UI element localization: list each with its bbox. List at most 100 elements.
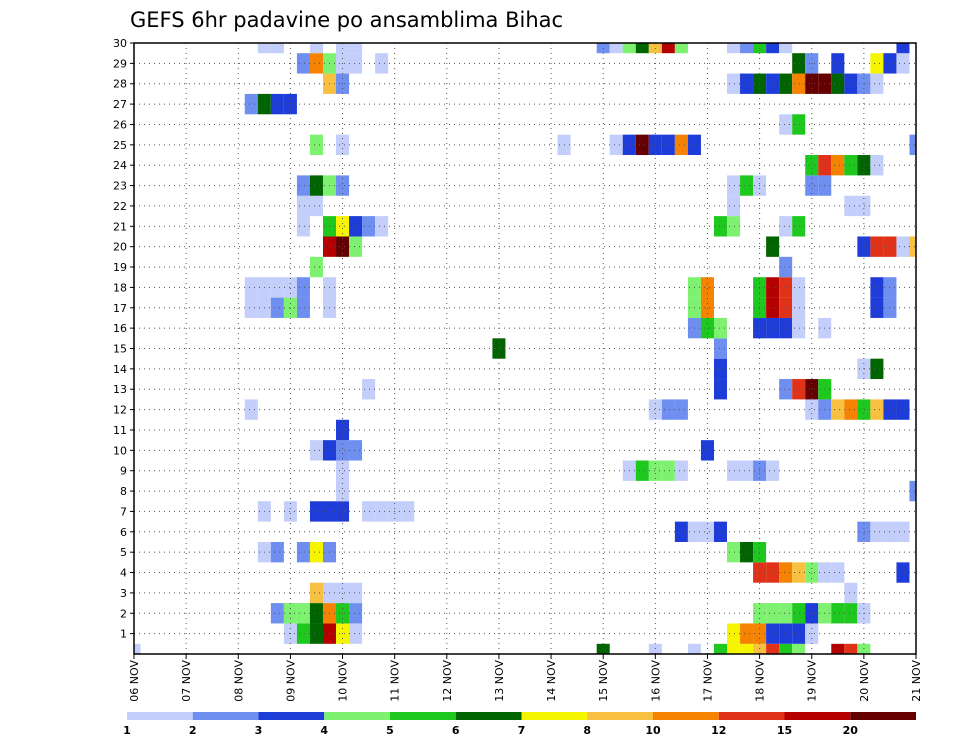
heatmap-cell xyxy=(740,43,754,54)
heatmap-cell xyxy=(831,643,845,654)
heatmap-cell xyxy=(283,93,297,115)
heatmap-cell xyxy=(362,379,376,400)
y-tick-label: 25 xyxy=(113,139,127,152)
heatmap-cell xyxy=(336,480,350,502)
heatmap-cell xyxy=(309,134,323,156)
heatmap-cell xyxy=(648,399,662,420)
heatmap-cell xyxy=(857,195,871,217)
heatmap-cell xyxy=(270,603,284,624)
heatmap-cell xyxy=(700,277,714,298)
heatmap-cell xyxy=(896,399,910,420)
heatmap-cell xyxy=(349,603,363,624)
heatmap-cell xyxy=(805,175,819,196)
colorbar-swatch xyxy=(390,712,456,720)
y-tick-label: 1 xyxy=(120,628,127,641)
y-tick-label: 24 xyxy=(113,159,127,172)
y-tick-label: 11 xyxy=(113,424,127,437)
x-axis: 06 NOV 07 NOV 08 NOV 09 NOV 10 NOV 11 NOV 12 N… xyxy=(128,654,923,702)
heatmap-cell xyxy=(831,73,845,94)
heatmap-cell xyxy=(779,603,793,624)
heatmap-cell xyxy=(296,297,310,318)
heatmap-cell xyxy=(309,43,323,54)
heatmap-cell xyxy=(296,175,310,196)
x-tick-label: 07 NOV xyxy=(180,660,193,702)
heatmap-cell xyxy=(909,480,916,502)
heatmap-cell xyxy=(244,93,258,115)
y-tick-label: 15 xyxy=(113,343,127,356)
grid-lines xyxy=(134,43,916,654)
colorbar-label: 2 xyxy=(189,724,197,737)
y-tick-label: 26 xyxy=(113,118,127,131)
heatmap-cell xyxy=(336,582,350,604)
y-tick-label: 20 xyxy=(113,241,127,254)
x-tick-label: 08 NOV xyxy=(232,660,245,702)
heatmap-cell xyxy=(766,297,780,318)
heatmap-cell xyxy=(766,43,780,54)
colorbar: 1 2 3 4 5 6 7 8 10 12 15 20 xyxy=(123,712,916,737)
heatmap-cell xyxy=(309,501,323,522)
heatmap-cell xyxy=(792,562,806,583)
x-tick-label: 21 NOV xyxy=(910,660,923,702)
heatmap-cell xyxy=(609,134,623,156)
heatmap-cell xyxy=(766,277,780,298)
x-tick-label: 19 NOV xyxy=(806,660,819,702)
y-tick-label: 2 xyxy=(120,607,127,620)
heatmap-cell xyxy=(309,195,323,217)
heatmap-cell xyxy=(844,155,858,176)
heatmap-cell xyxy=(674,134,688,156)
colorbar-swatch xyxy=(784,712,851,720)
heatmap-cell xyxy=(792,379,806,400)
heatmap-cell xyxy=(727,73,741,94)
heatmap-cell xyxy=(349,623,363,644)
colorbar-label: 6 xyxy=(452,724,460,737)
heatmap-cell xyxy=(270,93,284,115)
y-axis: 1234567891011121314151617181920212223242… xyxy=(113,37,134,641)
heatmap-cell xyxy=(700,521,714,542)
heatmap-cell xyxy=(296,216,310,237)
heatmap-cell xyxy=(779,379,793,400)
heatmap-cell xyxy=(779,297,793,318)
heatmap-cell xyxy=(779,562,793,583)
heatmap-cell xyxy=(727,460,741,481)
heatmap-cell xyxy=(713,521,728,542)
heatmap-cell xyxy=(766,623,780,644)
y-tick-label: 9 xyxy=(120,465,127,478)
colorbar-swatch xyxy=(521,712,588,720)
heatmap-cell xyxy=(831,603,845,624)
heatmap-cell xyxy=(336,134,350,156)
heatmap-cell xyxy=(779,643,793,654)
heatmap-cell xyxy=(844,399,858,420)
x-tick-label: 12 NOV xyxy=(441,660,454,702)
heatmap-cell xyxy=(792,643,806,654)
heatmap-cell xyxy=(740,460,754,481)
heatmap-cell xyxy=(896,43,910,54)
heatmap-cell xyxy=(700,440,714,461)
heatmap-cell xyxy=(766,236,780,257)
heatmap-cell xyxy=(844,603,858,624)
heatmap-cell xyxy=(740,175,754,196)
heatmap-cell xyxy=(766,603,780,624)
y-tick-label: 22 xyxy=(113,200,127,213)
colorbar-label: 12 xyxy=(711,724,726,737)
colorbar-swatch xyxy=(258,712,325,720)
heatmap-cell xyxy=(674,43,688,54)
heatmap-cell xyxy=(844,582,858,604)
heatmap-cell xyxy=(779,73,793,94)
x-tick-label: 14 NOV xyxy=(545,660,558,702)
heatmap-cell xyxy=(257,43,271,54)
heatmap-cell xyxy=(870,297,884,318)
x-tick-label: 09 NOV xyxy=(284,660,297,702)
heatmap-cell xyxy=(349,216,363,237)
heatmap-cell xyxy=(309,623,323,644)
colorbar-swatch xyxy=(324,712,390,720)
y-tick-label: 6 xyxy=(120,526,127,539)
heatmap-cell xyxy=(831,399,845,420)
heatmap-cell xyxy=(792,317,806,339)
heatmap-cell xyxy=(844,643,858,654)
heatmap-cell xyxy=(792,603,806,624)
heatmap-cell xyxy=(870,358,884,380)
heatmap-cell xyxy=(401,501,415,522)
heatmap-cell xyxy=(727,195,741,217)
heatmap-cell xyxy=(857,236,871,257)
